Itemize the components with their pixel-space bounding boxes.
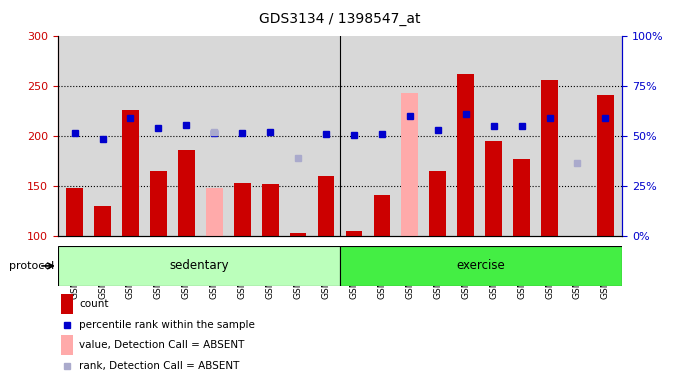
Text: count: count	[80, 299, 109, 309]
Text: protocol: protocol	[9, 261, 54, 271]
Bar	[429, 171, 446, 236]
Bar	[58, 246, 340, 286]
Text: rank, Detection Call = ABSENT: rank, Detection Call = ABSENT	[80, 361, 239, 371]
Bar	[150, 171, 167, 236]
Bar	[340, 246, 622, 286]
Text: sedentary: sedentary	[169, 260, 228, 272]
Bar	[458, 74, 474, 236]
Text: GDS3134 / 1398547_at: GDS3134 / 1398547_at	[259, 12, 421, 25]
Bar	[513, 159, 530, 236]
Bar	[61, 335, 73, 355]
Text: percentile rank within the sample: percentile rank within the sample	[80, 320, 255, 330]
Bar	[262, 184, 279, 236]
Bar	[345, 231, 362, 236]
Bar	[373, 195, 390, 236]
Bar	[61, 294, 73, 314]
Bar	[486, 141, 502, 236]
Bar	[178, 150, 194, 236]
Bar	[318, 176, 335, 236]
Bar	[234, 183, 251, 236]
Bar	[122, 110, 139, 236]
Text: exercise: exercise	[457, 260, 505, 272]
Bar	[290, 233, 307, 236]
Bar	[66, 188, 83, 236]
Bar	[401, 93, 418, 236]
Bar	[541, 80, 558, 236]
Text: value, Detection Call = ABSENT: value, Detection Call = ABSENT	[80, 340, 245, 350]
Bar	[597, 95, 614, 236]
Bar	[94, 206, 111, 236]
Bar	[206, 188, 222, 236]
